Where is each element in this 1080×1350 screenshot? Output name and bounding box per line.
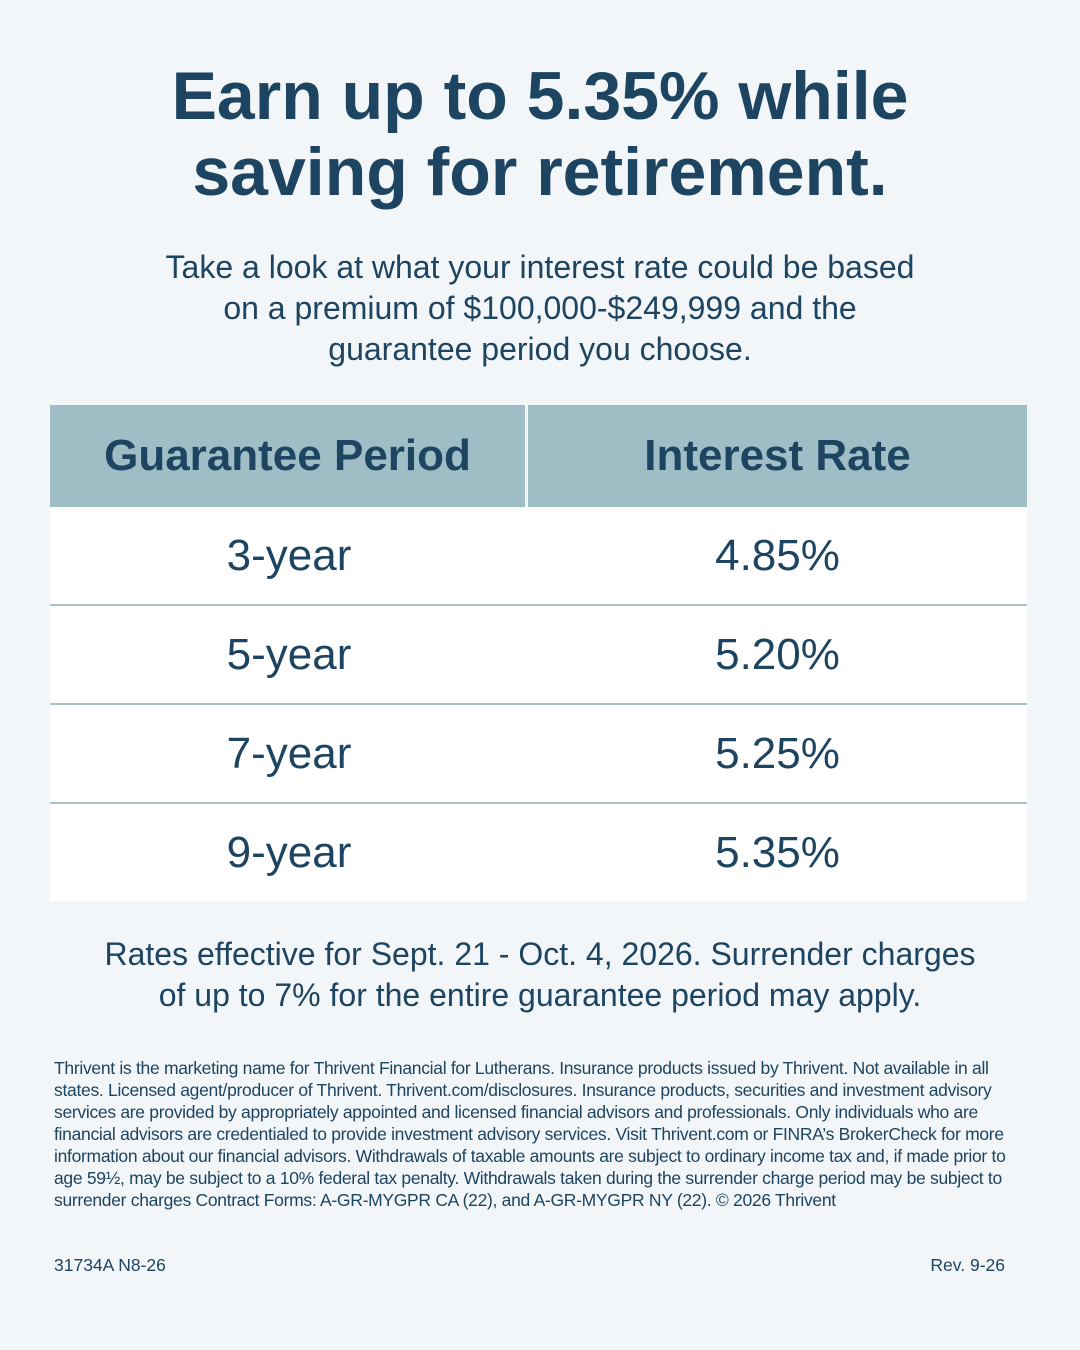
subtitle: Take a look at what your interest rate c… [0, 247, 1080, 370]
rate-table: Guarantee Period Interest Rate 3-year 4.8… [50, 405, 1027, 901]
table-header: Guarantee Period Interest Rate [50, 405, 1027, 507]
subtitle-line: Take a look at what your interest rate c… [165, 249, 915, 285]
table-row: 5-year 5.20% [50, 604, 1027, 703]
period-cell: 3-year [226, 530, 352, 580]
header-cell: Interest Rate [644, 431, 911, 480]
subtitle-line: on a premium of $100,000-$249,999 and th… [223, 290, 857, 326]
table-row: 9-year 5.35% [50, 802, 1027, 901]
rate-cell: 5.35% [715, 827, 840, 877]
rate-cell: 5.25% [715, 728, 840, 778]
rate-cell: 5.20% [715, 629, 840, 679]
period-cell: 7-year [226, 728, 352, 778]
note-line: Rates effective for Sept. 21 - Oct. 4, 2… [104, 936, 976, 972]
disclaimer: Thrivent is the marketing name for Thriv… [54, 1058, 1006, 1210]
table-row: 7-year 5.25% [50, 703, 1027, 802]
headline: Earn up to 5.35% while saving for retire… [0, 58, 1080, 210]
period-cell: 9-year [226, 827, 352, 877]
table-body: 3-year 4.85% 5-year 5.20% 7-year 5.25% 9-year 5… [50, 507, 1027, 901]
revision: Rev. 9-26 [930, 1255, 1005, 1275]
headline-line: Earn up to 5.35% while [171, 58, 909, 134]
headline-line: saving for retirement. [192, 134, 888, 210]
subtitle-line: guarantee period you choose. [328, 331, 752, 367]
period-cell: 5-year [226, 629, 352, 679]
rate-cell: 4.85% [715, 530, 840, 580]
table-row: 3-year 4.85% [50, 507, 1027, 604]
form-code: 31734A N8-26 [54, 1255, 166, 1275]
note-line: of up to 7% for the entire guarantee per… [158, 977, 922, 1013]
header-cell: Guarantee Period [50, 405, 528, 507]
rate-note: Rates effective for Sept. 21 - Oct. 4, 2… [0, 934, 1080, 1016]
